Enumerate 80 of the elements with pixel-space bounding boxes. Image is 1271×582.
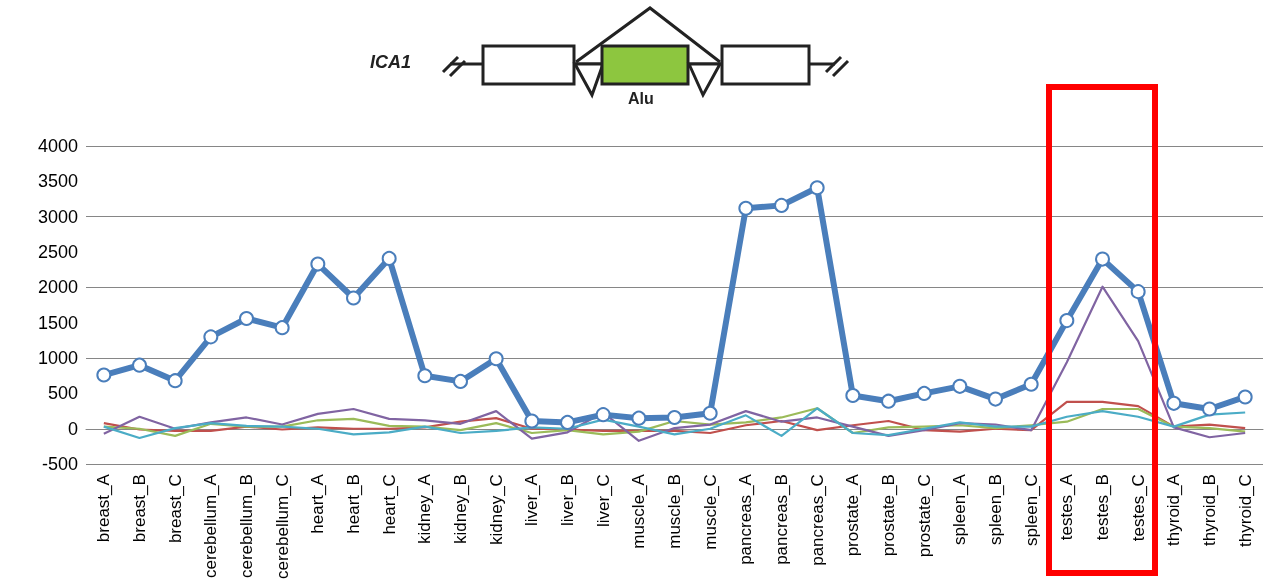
point bbox=[845, 388, 861, 404]
point bbox=[1095, 251, 1110, 267]
x-tick-label: kidney_B bbox=[451, 474, 470, 545]
point bbox=[560, 414, 575, 430]
y-tick-label: 500 bbox=[47, 383, 78, 404]
x-tick-label: cerebellum_A bbox=[201, 473, 221, 579]
x-tick-label: thyroid_B bbox=[1200, 474, 1219, 546]
y-tick-label: 0 bbox=[67, 418, 78, 439]
point bbox=[774, 197, 789, 213]
point bbox=[595, 407, 611, 423]
y-tick-label: 4000 bbox=[37, 136, 78, 156]
x-tick-label: pancreas_C bbox=[807, 474, 827, 566]
point bbox=[417, 368, 433, 384]
point bbox=[916, 385, 932, 401]
point bbox=[667, 409, 682, 425]
x-tick-label: liver_C bbox=[593, 474, 613, 528]
point bbox=[203, 329, 219, 345]
point bbox=[453, 373, 468, 389]
point bbox=[132, 357, 147, 373]
point bbox=[631, 410, 647, 426]
x-tick-label: breast_B bbox=[130, 474, 149, 543]
line-series bbox=[102, 400, 1247, 435]
point bbox=[310, 256, 326, 272]
x-tick-label: spleen_A bbox=[950, 473, 970, 546]
y-tick-label: -500 bbox=[41, 454, 78, 475]
y-tick-label: 2500 bbox=[37, 242, 78, 263]
point bbox=[274, 320, 290, 336]
point bbox=[881, 393, 896, 409]
point bbox=[488, 351, 504, 367]
point bbox=[239, 310, 254, 326]
line-series bbox=[102, 285, 1247, 442]
point bbox=[809, 180, 825, 196]
x-tick-label: heart_B bbox=[344, 474, 363, 534]
x-tick-label: thyroid_A bbox=[1164, 473, 1184, 546]
x-tick-label: prostate_C bbox=[914, 474, 934, 558]
point bbox=[1237, 389, 1253, 405]
point bbox=[1059, 313, 1075, 329]
text: Alu bbox=[628, 90, 654, 108]
x-tick-label: spleen_C bbox=[1021, 474, 1041, 546]
x-tick-label: spleen_B bbox=[986, 474, 1005, 546]
x-tick-label: muscle_C bbox=[700, 474, 720, 550]
point bbox=[988, 391, 1003, 407]
point bbox=[167, 373, 183, 389]
point bbox=[1166, 395, 1182, 411]
y-tick-label: 2000 bbox=[37, 277, 78, 298]
point bbox=[381, 250, 397, 266]
x-tick-label: cerebellum_B bbox=[237, 474, 256, 579]
x-tick-label: cerebellum_C bbox=[272, 474, 292, 580]
y-tick-label: 3000 bbox=[37, 206, 78, 227]
x-tick-label: kidney_C bbox=[486, 474, 506, 545]
x-tick-label: prostate_A bbox=[843, 473, 863, 557]
y-tick-label: 3500 bbox=[37, 171, 78, 192]
point bbox=[96, 367, 112, 383]
x-tick-label: prostate_B bbox=[879, 474, 898, 557]
point bbox=[1130, 284, 1146, 300]
y-tick-label: 1000 bbox=[37, 348, 78, 369]
x-tick-label: pancreas_A bbox=[736, 473, 756, 565]
x-tick-label: liver_A bbox=[522, 473, 542, 527]
x-tick-label: heart_A bbox=[308, 473, 328, 534]
x-tick-label: pancreas_B bbox=[772, 474, 791, 565]
x-tick-label: testes_A bbox=[1057, 473, 1077, 541]
point bbox=[702, 405, 718, 421]
point bbox=[952, 378, 968, 394]
point bbox=[738, 200, 754, 216]
x-tick-label: muscle_A bbox=[629, 473, 649, 549]
point bbox=[346, 290, 361, 306]
x-tick-label: testes_B bbox=[1093, 474, 1112, 541]
text: ICA1 bbox=[370, 52, 412, 73]
y-tick-label: 1500 bbox=[37, 312, 78, 333]
x-tick-label: heart_C bbox=[379, 474, 399, 535]
x-tick-label: kidney_A bbox=[415, 473, 435, 545]
point bbox=[524, 413, 540, 429]
x-tick-label: thyroid_C bbox=[1235, 474, 1255, 547]
point bbox=[1202, 401, 1217, 417]
x-tick-label: breast_A bbox=[94, 473, 114, 543]
point bbox=[1023, 376, 1039, 392]
x-tick-label: muscle_B bbox=[665, 474, 684, 549]
x-tick-label: testes_C bbox=[1128, 474, 1148, 542]
x-tick-label: breast_C bbox=[165, 474, 185, 544]
x-tick-label: liver_B bbox=[558, 474, 577, 527]
